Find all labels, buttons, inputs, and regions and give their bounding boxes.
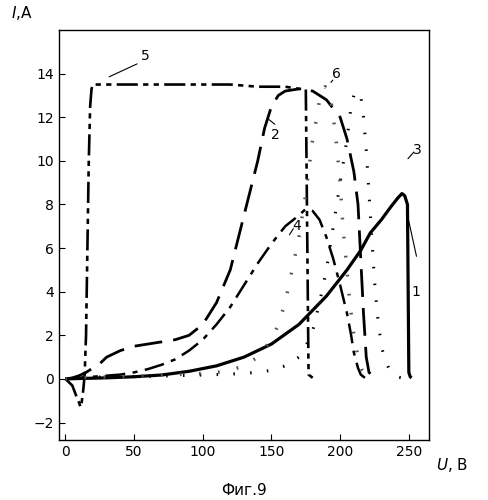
Y-axis label: $I$,А: $I$,А [11, 4, 32, 22]
Text: 3: 3 [413, 143, 422, 157]
Text: 6: 6 [331, 66, 341, 80]
X-axis label: $U$, В: $U$, В [436, 456, 468, 474]
Text: 4: 4 [292, 220, 301, 234]
Text: 5: 5 [141, 49, 149, 63]
Text: 1: 1 [411, 284, 420, 298]
Text: 2: 2 [271, 128, 280, 141]
Text: Фиг.9: Фиг.9 [221, 483, 267, 498]
